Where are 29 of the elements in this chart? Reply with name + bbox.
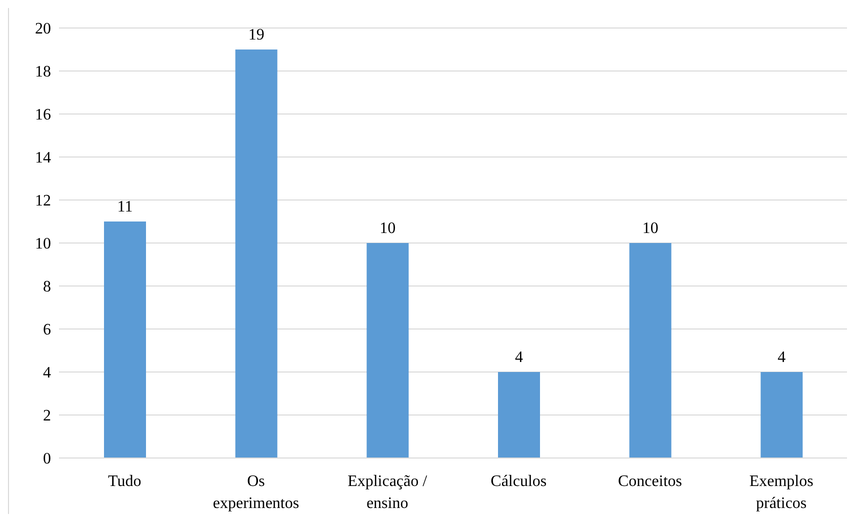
bar: [235, 50, 278, 458]
data-label: 10: [380, 220, 396, 237]
x-tick-label: Os experimentos: [212, 473, 300, 512]
y-tick-label: 20: [35, 20, 51, 38]
data-label: 4: [778, 349, 786, 366]
data-label: 4: [515, 349, 523, 366]
y-tick-label: 0: [43, 450, 51, 468]
bar: [104, 222, 146, 458]
y-tick-label: 14: [35, 150, 51, 167]
y-tick-label: 16: [35, 106, 51, 124]
data-label: 19: [248, 26, 264, 44]
x-tick-label: Cálculos: [490, 473, 547, 490]
bar: [629, 243, 672, 458]
y-tick-label: 12: [35, 192, 51, 210]
x-tick-label: Tudo: [108, 473, 142, 490]
x-tick-label: Conceitos: [618, 473, 682, 490]
data-label: 11: [117, 198, 133, 216]
y-tick-label: 4: [43, 364, 51, 382]
bar: [366, 243, 409, 458]
y-tick-label: 8: [43, 278, 51, 296]
bar: [760, 372, 803, 458]
bar: [498, 372, 540, 458]
y-tick-label: 2: [43, 408, 51, 425]
x-tick-label: Exemplos práticos: [749, 473, 814, 512]
y-tick-label: 10: [35, 236, 51, 253]
y-tick-label: 18: [35, 64, 51, 81]
y-tick-label: 6: [43, 322, 51, 339]
x-tick-label: Explicação / ensino: [348, 473, 428, 512]
data-label: 10: [642, 220, 658, 237]
